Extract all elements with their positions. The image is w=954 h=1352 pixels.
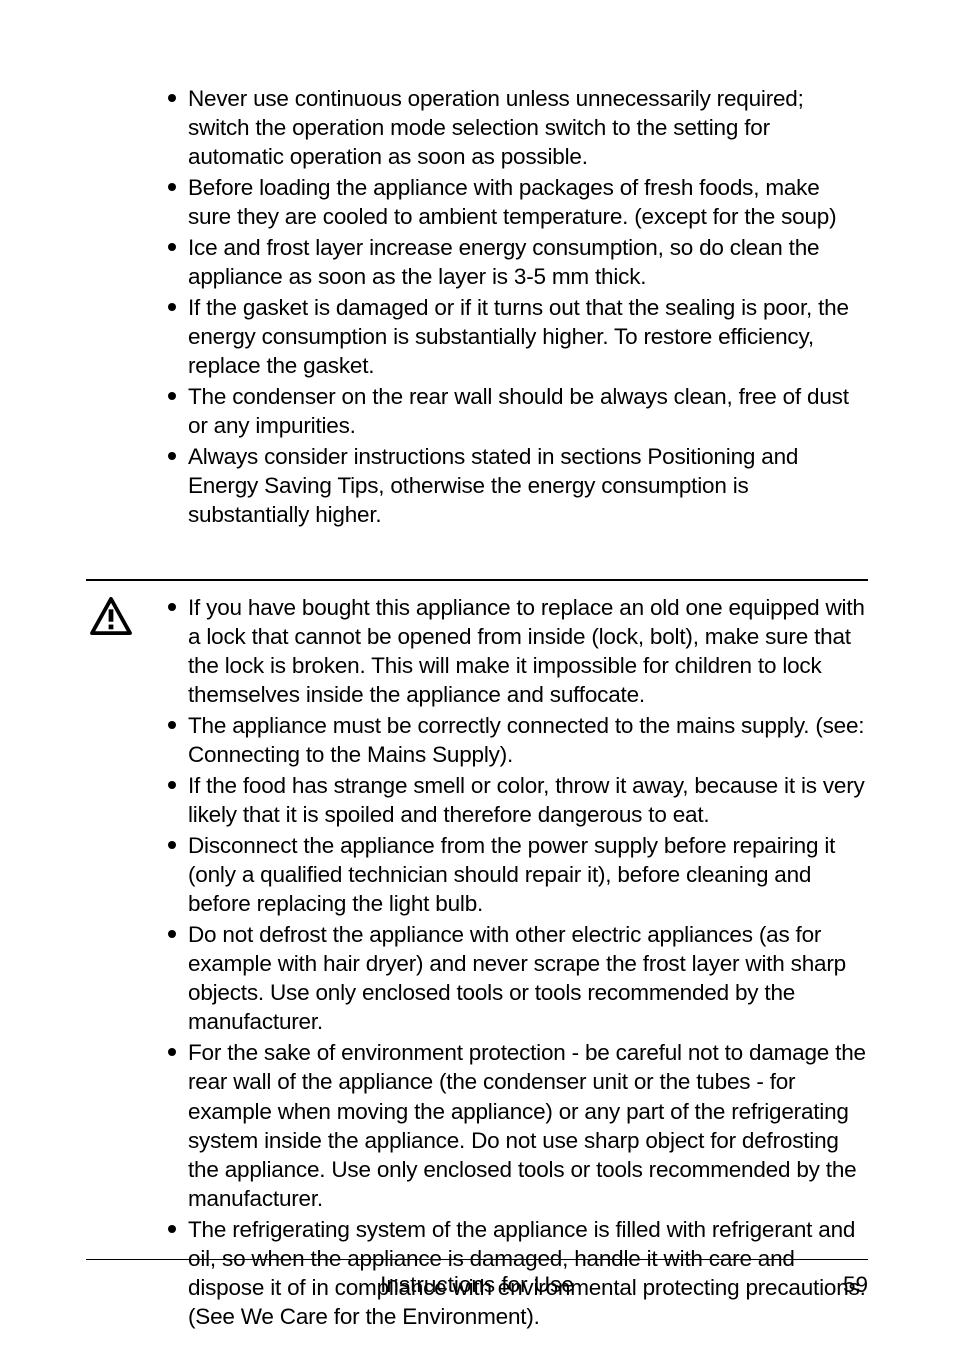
list-item-text: For the sake of environment protection -…: [188, 1038, 868, 1212]
list-item: Ice and frost layer increase energy cons…: [168, 233, 868, 291]
bullet-icon: [168, 243, 176, 251]
bullet-icon: [168, 603, 176, 611]
list-item: Never use continuous operation unless un…: [168, 84, 868, 171]
list-item-text: The appliance must be correctly connecte…: [188, 711, 868, 769]
bullet-icon: [168, 303, 176, 311]
bullet-icon: [168, 1048, 176, 1056]
list-item: For the sake of environment protection -…: [168, 1038, 868, 1212]
bullet-icon: [168, 183, 176, 191]
list-item: The condenser on the rear wall should be…: [168, 382, 868, 440]
footer-row: Instructions for Use 59: [86, 1272, 868, 1300]
list-item-text: Ice and frost layer increase energy cons…: [188, 233, 868, 291]
list-item: If the food has strange smell or color, …: [168, 771, 868, 829]
list-item: If you have bought this appliance to rep…: [168, 593, 868, 709]
list-item-text: Do not defrost the appliance with other …: [188, 920, 868, 1036]
page: Never use continuous operation unless un…: [0, 0, 954, 1352]
bullet-icon: [168, 721, 176, 729]
list-item-text: Before loading the appliance with packag…: [188, 173, 868, 231]
page-footer: Instructions for Use 59: [86, 1259, 868, 1300]
list-item: Do not defrost the appliance with other …: [168, 920, 868, 1036]
list-item-text: If the food has strange smell or color, …: [188, 771, 868, 829]
list-item: Always consider instructions stated in s…: [168, 442, 868, 529]
bullet-icon: [168, 452, 176, 460]
bullet-icon: [168, 781, 176, 789]
warnings-section: If you have bought this appliance to rep…: [86, 593, 868, 1332]
bullet-icon: [168, 94, 176, 102]
list-item-text: The condenser on the rear wall should be…: [188, 382, 868, 440]
section-divider: [86, 579, 868, 581]
energy-tips-list: Never use continuous operation unless un…: [168, 84, 868, 529]
list-item: Before loading the appliance with packag…: [168, 173, 868, 231]
list-item-text: Never use continuous operation unless un…: [188, 84, 868, 171]
list-item: The appliance must be correctly connecte…: [168, 711, 868, 769]
list-item-text: Disconnect the appliance from the power …: [188, 831, 868, 918]
page-number: 59: [843, 1272, 868, 1298]
footer-rule: [86, 1259, 868, 1260]
footer-title: Instructions for Use: [380, 1272, 574, 1298]
list-item-text: If you have bought this appliance to rep…: [188, 593, 868, 709]
bullet-icon: [168, 1225, 176, 1233]
warning-triangle-icon: [90, 597, 132, 635]
bullet-icon: [168, 392, 176, 400]
list-item: Disconnect the appliance from the power …: [168, 831, 868, 918]
bullet-icon: [168, 841, 176, 849]
bullet-icon: [168, 930, 176, 938]
list-item-text: Always consider instructions stated in s…: [188, 442, 868, 529]
warnings-list: If you have bought this appliance to rep…: [168, 593, 868, 1332]
list-item-text: If the gasket is damaged or if it turns …: [188, 293, 868, 380]
list-item: If the gasket is damaged or if it turns …: [168, 293, 868, 380]
